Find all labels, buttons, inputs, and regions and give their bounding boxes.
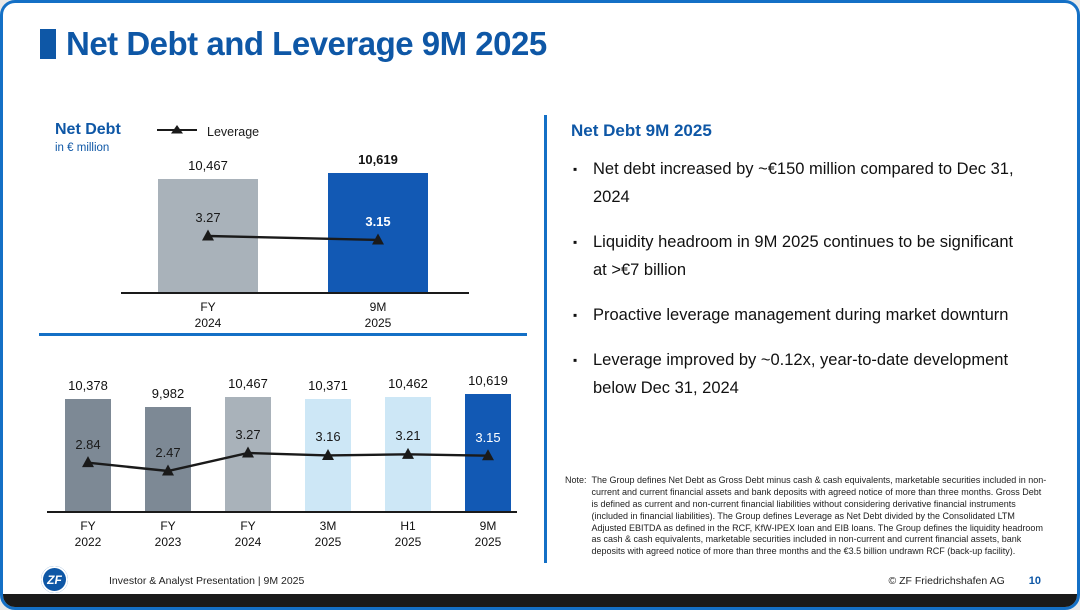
x-axis-label: FY 2023 — [154, 519, 182, 549]
bar-value-label: 10,619 — [468, 373, 508, 388]
bullet-item: Liquidity headroom in 9M 2025 continues … — [571, 228, 1031, 284]
net-debt-chart-history: 10,378 9,982 10,467 10,371 10,462 10,619 2.84 2… — [47, 373, 517, 555]
bar-value-label: 10,371 — [308, 378, 348, 394]
legend-label: Leverage — [207, 125, 260, 139]
x-axis-label: 9M 2025 — [474, 519, 502, 549]
bullet-item: Net debt increased by ~€150 million comp… — [571, 155, 1031, 211]
x-axis-label: 9M 2025 — [364, 300, 392, 330]
bullet-item: Proactive leverage management during mar… — [571, 301, 1031, 329]
leverage-marker-icon — [402, 447, 414, 459]
footnote-label: Note: — [565, 475, 587, 485]
leverage-marker-icon — [82, 456, 94, 468]
leverage-marker-icon — [372, 233, 384, 245]
footer-presentation-label: Investor & Analyst Presentation | 9M 202… — [109, 575, 305, 587]
bar-value-label: 10,378 — [68, 377, 108, 393]
x-axis-labels: FY 2024 9M 2025 — [121, 300, 469, 336]
x-axis-label: H1 2025 — [394, 519, 422, 549]
footer-right: © ZF Friedrichshafen AG 10 — [888, 575, 1041, 587]
bar-value-label: 10,467 — [188, 158, 228, 174]
leverage-value-label: 3.15 — [475, 429, 501, 445]
bar-value-label: 10,462 — [388, 376, 428, 392]
leverage-marker-icon — [162, 464, 174, 476]
leverage-value-label: 3.27 — [235, 427, 261, 442]
section-title: Net Debt 9M 2025 — [571, 121, 712, 140]
chart-plot-area: 10,378 9,982 10,467 10,371 10,462 10,619 2.84 2… — [47, 373, 517, 513]
net-debt-bar — [65, 398, 111, 511]
page-number: 10 — [1028, 575, 1041, 587]
leverage-line-icon — [155, 123, 199, 141]
bottom-bar — [3, 594, 1077, 607]
x-axis-label: FY 2024 — [194, 300, 222, 330]
net-debt-bar — [145, 407, 191, 511]
footer-copyright: © ZF Friedrichshafen AG — [888, 575, 1005, 587]
footnote-text: The Group defines Net Debt as Gross Debt… — [591, 475, 1047, 557]
x-axis-labels: FY 2022 FY 2023 FY 2024 3M 2025 H1 2025 9M 20… — [47, 519, 517, 555]
leverage-value-label: 3.16 — [315, 429, 341, 445]
bar-value-label: 10,619 — [358, 152, 398, 167]
leverage-marker-icon — [202, 229, 214, 241]
leverage-marker-icon — [242, 446, 254, 458]
bar-value-label: 9,982 — [151, 386, 185, 401]
chart-plot-area: 10,467 10,619 3.27 3.15 — [121, 152, 469, 294]
leverage-value-label: 3.15 — [365, 213, 391, 229]
x-axis-label: 3M 2025 — [314, 519, 342, 549]
footnote: Note: The Group defines Net Debt as Gros… — [565, 475, 1047, 558]
bullet-item: Leverage improved by ~0.12x, year-to-dat… — [571, 346, 1031, 402]
net-debt-bar — [328, 173, 428, 292]
title-accent-square — [40, 29, 56, 59]
chart-subtitle: in € million — [55, 142, 110, 154]
leverage-value-label: 3.27 — [195, 210, 221, 225]
vertical-divider — [544, 115, 547, 563]
leverage-value-label: 2.84 — [75, 436, 101, 452]
net-debt-chart-current: 10,467 10,619 3.27 3.15 FY 2024 9M 2025 — [121, 152, 469, 336]
zf-logo: ZF — [41, 566, 68, 593]
leverage-value-label: 2.47 — [155, 445, 181, 460]
page-title: Net Debt and Leverage 9M 2025 — [66, 25, 547, 62]
zf-logo-text: ZF — [47, 572, 62, 587]
leverage-marker-icon — [322, 448, 334, 460]
leverage-line — [202, 229, 384, 245]
leverage-line — [82, 446, 494, 476]
leverage-marker-icon — [482, 449, 494, 461]
horizontal-divider — [39, 333, 527, 336]
bar-value-label: 10,467 — [228, 376, 268, 392]
bullet-list: Net debt increased by ~€150 million comp… — [571, 155, 1031, 419]
x-axis-label: FY 2022 — [74, 519, 102, 549]
leverage-value-label: 3.21 — [395, 428, 421, 444]
x-axis-label: FY 2024 — [234, 519, 262, 549]
chart-title: Net Debt — [55, 121, 121, 138]
leverage-legend: Leverage — [155, 123, 259, 141]
